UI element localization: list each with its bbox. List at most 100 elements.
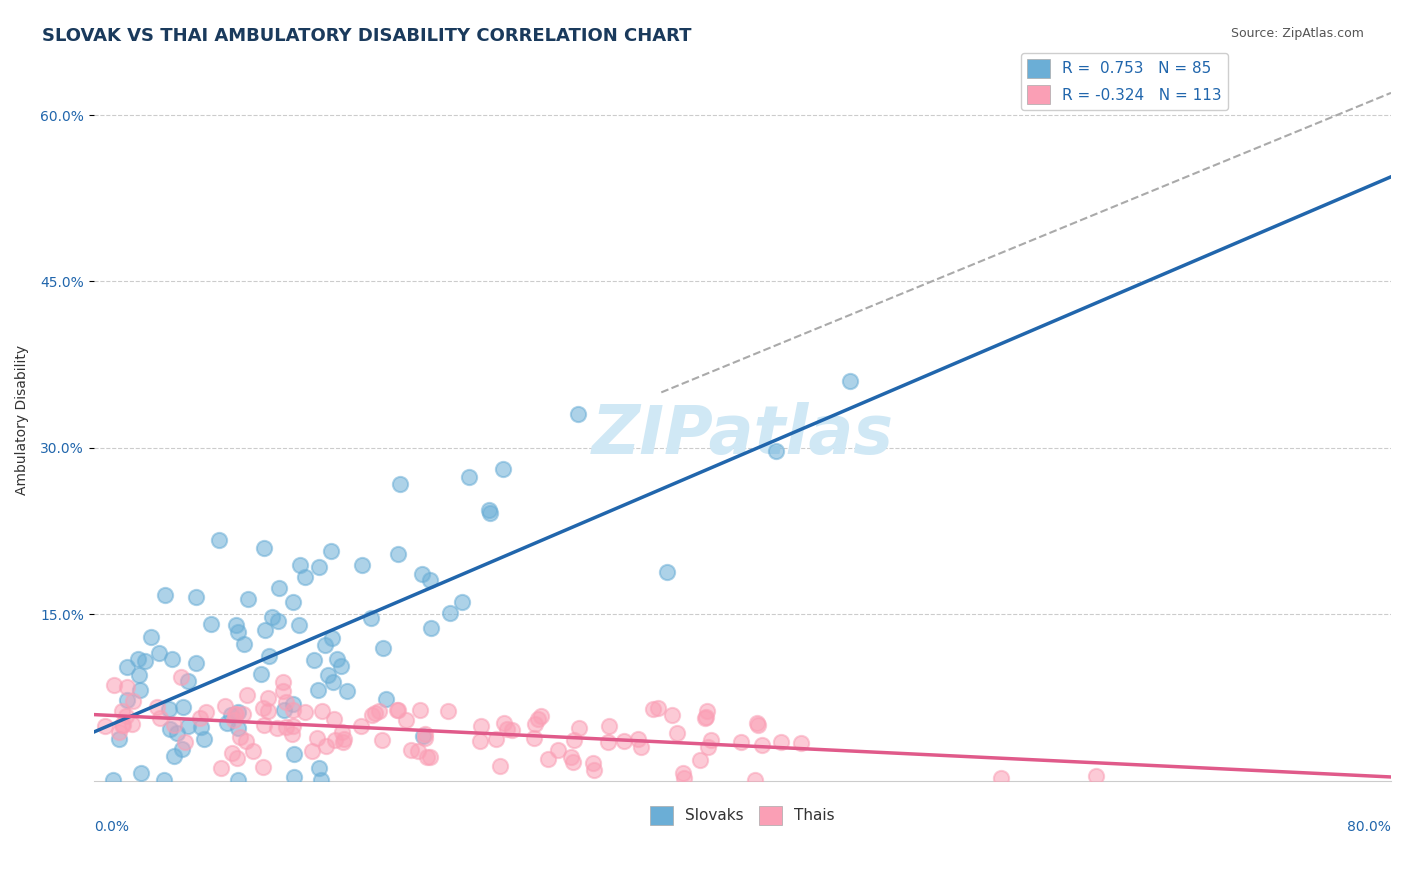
Point [253, 717, 276, 731]
Point [236, 591, 259, 606]
Point [307, 682, 329, 697]
Point [411, 567, 433, 582]
Point [560, 750, 582, 764]
Point [153, 772, 176, 787]
Point [478, 503, 501, 517]
Point [387, 547, 409, 561]
Point [494, 716, 516, 731]
Point [415, 731, 437, 746]
Point [375, 691, 398, 706]
Point [413, 727, 436, 741]
Point [221, 746, 243, 760]
Point [311, 772, 333, 787]
Point [209, 760, 232, 774]
Point [159, 723, 181, 737]
Point [111, 718, 134, 732]
Point [302, 653, 325, 667]
Point [630, 740, 652, 755]
Point [360, 708, 382, 723]
Point [696, 739, 718, 754]
Point [294, 569, 316, 583]
Point [283, 595, 305, 609]
Point [399, 743, 422, 757]
Point [128, 682, 150, 697]
Point [350, 719, 373, 733]
Point [266, 614, 288, 628]
Point [661, 708, 683, 723]
Point [252, 760, 274, 774]
Point [122, 694, 145, 708]
Point [117, 692, 139, 706]
Point [128, 668, 150, 682]
Point [491, 462, 513, 476]
Point [157, 702, 180, 716]
Point [174, 735, 197, 749]
Point [527, 712, 550, 726]
Point [322, 675, 344, 690]
Point [666, 726, 689, 740]
Point [596, 735, 619, 749]
Point [253, 624, 276, 638]
Point [333, 731, 356, 746]
Point [488, 759, 510, 773]
Point [747, 718, 769, 732]
Point [360, 611, 382, 625]
Point [311, 704, 333, 718]
Point [523, 717, 546, 731]
Point [598, 718, 620, 732]
Point [308, 761, 330, 775]
Point [1085, 769, 1108, 783]
Point [562, 756, 585, 770]
Point [395, 713, 418, 727]
Point [420, 621, 443, 635]
Point [470, 719, 492, 733]
Point [990, 772, 1012, 786]
Point [184, 591, 207, 605]
Point [283, 747, 305, 762]
Text: SLOVAK VS THAI AMBULATORY DISABILITY CORRELATION CHART: SLOVAK VS THAI AMBULATORY DISABILITY COR… [42, 27, 692, 45]
Point [406, 744, 429, 758]
Point [235, 734, 257, 748]
Point [103, 678, 125, 692]
Point [249, 666, 271, 681]
Point [117, 660, 139, 674]
Point [283, 697, 305, 711]
Point [371, 733, 394, 747]
Point [326, 652, 349, 666]
Point [316, 668, 339, 682]
Point [177, 674, 200, 689]
Point [655, 566, 678, 580]
Point [325, 732, 347, 747]
Text: ZIPatlas: ZIPatlas [592, 401, 893, 467]
Point [163, 718, 186, 732]
Point [613, 734, 636, 748]
Point [564, 733, 586, 747]
Point [695, 704, 717, 718]
Point [409, 703, 432, 717]
Point [115, 681, 138, 695]
Point [108, 725, 131, 739]
Point [332, 735, 354, 749]
Point [747, 715, 769, 730]
Point [184, 657, 207, 671]
Point [224, 707, 246, 722]
Point [283, 771, 305, 785]
Point [153, 588, 176, 602]
Point [416, 749, 439, 764]
Point [308, 560, 330, 574]
Point [229, 731, 252, 745]
Y-axis label: Ambulatory Disability: Ambulatory Disability [15, 345, 30, 495]
Point [257, 690, 280, 705]
Point [236, 688, 259, 702]
Point [689, 753, 711, 767]
Point [190, 720, 212, 734]
Point [108, 732, 131, 747]
Point [226, 750, 249, 764]
Point [769, 734, 792, 748]
Point [765, 444, 787, 458]
Point [287, 617, 309, 632]
Point [222, 713, 245, 727]
Point [276, 720, 298, 734]
Point [693, 711, 716, 725]
Point [627, 731, 650, 746]
